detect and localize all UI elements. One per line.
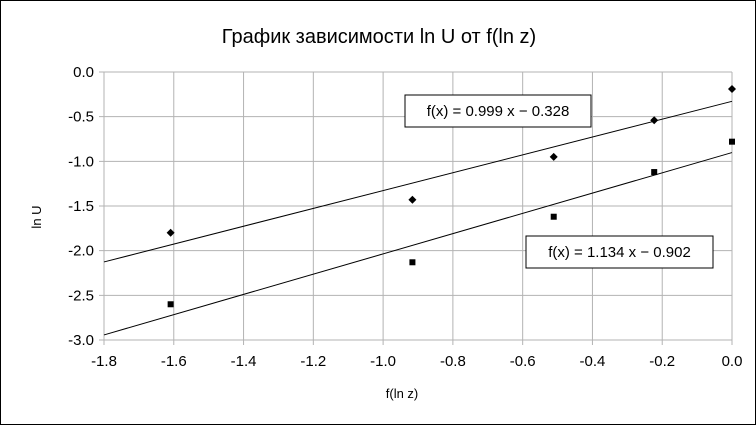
data-point xyxy=(549,152,558,161)
data-point xyxy=(729,138,735,145)
y-tick-labels: 0.0 -0.5 -1.0 -1.5 -2.0 -2.5 -3.0 xyxy=(68,64,94,349)
x-tick-label: -1.2 xyxy=(300,353,326,370)
data-point xyxy=(651,169,658,176)
x-tick-label: -0.6 xyxy=(510,353,536,370)
data-point xyxy=(166,228,175,237)
trendline-equation-box xyxy=(525,235,714,269)
x-axis-title: f(ln z) xyxy=(386,386,419,401)
y-tick-label: -0.5 xyxy=(68,109,94,126)
data-point xyxy=(409,259,416,266)
x-tick-label: 0.0 xyxy=(722,353,743,370)
y-tick-label: -2.5 xyxy=(68,287,94,304)
y-tick-label: -1.5 xyxy=(68,198,94,215)
chart-title: График зависимости ln U от f(ln z) xyxy=(222,26,536,48)
trendline-equation: f(x) = 1.134 x − 0.902 xyxy=(548,244,691,261)
x-tick-label: -1.0 xyxy=(370,353,396,370)
x-tick-label: -1.6 xyxy=(161,353,187,370)
data-point xyxy=(167,301,174,308)
data-point xyxy=(550,213,557,220)
y-axis-title: ln U xyxy=(29,205,44,228)
data-point xyxy=(650,116,659,125)
trendlines xyxy=(103,100,733,336)
x-tick-label: -0.2 xyxy=(649,353,675,370)
trendline xyxy=(103,100,733,263)
x-tick-labels: -1.8 -1.6 -1.4 -1.2 -1.0 -0.8 -0.6 -0.4 -0.2 0.0 xyxy=(91,353,742,370)
data-points xyxy=(166,84,736,308)
trendline-equations: f(x) = 0.999 x − 0.328 f(x) = 1.134 x − 0… xyxy=(404,94,714,269)
data-point xyxy=(728,84,736,93)
trendline xyxy=(103,152,733,336)
x-tick-label: -0.8 xyxy=(440,353,466,370)
y-tick-label: -1.0 xyxy=(68,153,94,170)
y-tick-label: -2.0 xyxy=(68,243,94,260)
y-tick-label: 0.0 xyxy=(73,64,94,81)
x-tick-label: -1.4 xyxy=(231,353,257,370)
trendline-equation: f(x) = 0.999 x − 0.328 xyxy=(427,103,570,120)
trendline-equation-box xyxy=(404,94,592,128)
x-tick-label: -0.4 xyxy=(580,353,606,370)
y-tick-label: -3.0 xyxy=(68,332,94,349)
data-point xyxy=(408,195,417,204)
x-tick-label: -1.8 xyxy=(91,353,117,370)
